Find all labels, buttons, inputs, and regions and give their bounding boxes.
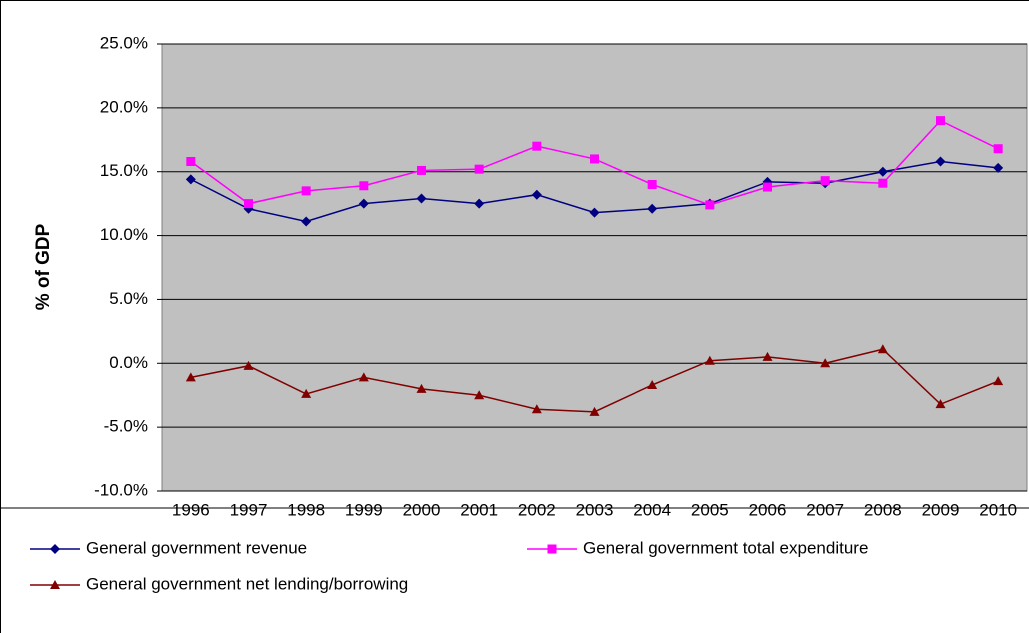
y-tick-label: 25.0%: [100, 33, 148, 52]
data-point: [358, 198, 369, 209]
legend-label: General government net lending/borrowing: [86, 574, 408, 593]
data-point: [820, 358, 831, 368]
legend-marker: [50, 544, 60, 554]
data-point: [243, 360, 254, 370]
data-point: [589, 406, 600, 416]
data-point: [531, 189, 542, 200]
legend-label: General government revenue: [86, 538, 307, 557]
x-tick-label: 1996: [172, 500, 210, 519]
x-tick-label: 2009: [922, 500, 960, 519]
data-point: [762, 351, 773, 361]
x-tick-label: 2005: [691, 500, 729, 519]
y-tick-label: 10.0%: [100, 225, 148, 244]
x-tick-label: 2010: [979, 500, 1017, 519]
x-tick-label: 2007: [806, 500, 844, 519]
data-point: [993, 162, 1004, 173]
x-tick-label: 2008: [864, 500, 902, 519]
data-point: [704, 355, 715, 365]
x-tick-label: 2003: [576, 500, 614, 519]
data-point: [301, 186, 311, 196]
data-point: [416, 193, 427, 204]
x-tick-label: 2002: [518, 500, 556, 519]
data-point: [763, 182, 772, 192]
data-point: [474, 164, 484, 174]
y-tick-label: 20.0%: [100, 97, 148, 116]
data-point: [186, 156, 196, 166]
data-point: [936, 116, 945, 126]
data-point: [417, 165, 426, 175]
x-tick-label: 2001: [460, 500, 498, 519]
data-point: [589, 207, 600, 218]
y-tick-label: -5.0%: [104, 417, 148, 436]
y-tick-label: 5.0%: [109, 289, 148, 308]
legend-marker: [547, 544, 557, 554]
y-tick-label: 15.0%: [100, 161, 148, 180]
x-tick-label: 2006: [749, 500, 787, 519]
data-point: [590, 154, 599, 164]
y-axis-title: % of GDP: [33, 223, 54, 310]
data-point: [647, 379, 658, 389]
data-point: [647, 203, 658, 214]
x-tick-label: 2000: [403, 500, 441, 519]
data-point: [301, 216, 312, 227]
x-tick-label: 1997: [230, 500, 268, 519]
data-point: [358, 372, 369, 382]
data-point: [244, 199, 253, 209]
y-tick-label: -10.0%: [94, 480, 148, 499]
data-point: [532, 141, 542, 151]
data-point: [935, 156, 946, 167]
legend-marker: [50, 580, 60, 589]
x-tick-label: 1998: [287, 500, 325, 519]
legend-label: General government total expenditure: [583, 538, 868, 557]
data-point: [705, 200, 715, 210]
data-point: [935, 399, 946, 409]
data-point: [185, 174, 196, 185]
x-tick-label: 1999: [345, 500, 383, 519]
data-point: [820, 176, 830, 186]
data-point: [647, 179, 657, 189]
data-point: [474, 390, 485, 400]
data-point: [416, 383, 427, 393]
data-point: [301, 388, 312, 398]
data-point: [877, 166, 888, 177]
x-tick-label: 2004: [633, 500, 671, 519]
data-point: [993, 376, 1004, 386]
data-point: [185, 372, 196, 382]
data-point: [993, 144, 1003, 154]
data-point: [877, 344, 888, 354]
data-point: [531, 404, 542, 414]
data-point: [359, 181, 369, 191]
y-tick-label: 0.0%: [109, 353, 148, 372]
data-point: [878, 178, 888, 188]
data-point: [474, 198, 485, 209]
plot-area: [161, 43, 1028, 492]
